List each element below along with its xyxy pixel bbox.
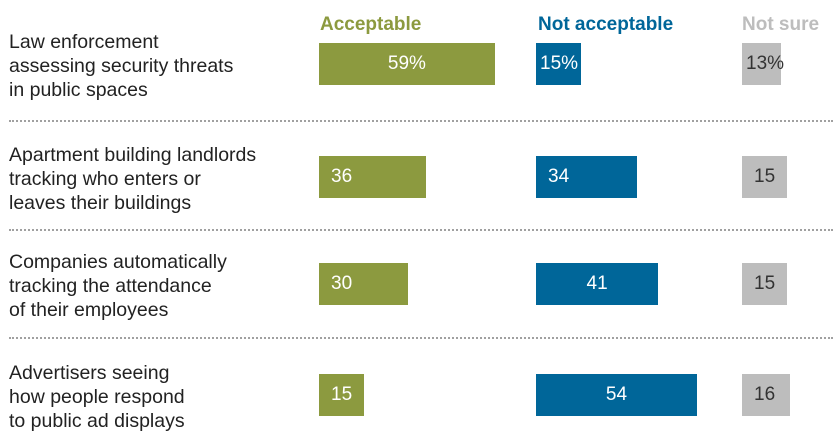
data-label: 59% <box>387 53 426 74</box>
data-label: 30 <box>331 273 353 294</box>
row-divider <box>9 120 833 122</box>
bar-acceptable: 30 <box>319 263 409 305</box>
data-label: 15 <box>754 166 776 187</box>
bar-not-sure: 13% <box>742 43 785 85</box>
bar-not-acceptable: 34 <box>536 156 638 198</box>
column-header-acceptable: Acceptable <box>320 14 422 35</box>
bar-not-sure: 15 <box>742 156 787 198</box>
column-header-not-sure: Not sure <box>742 14 820 35</box>
data-label: 36 <box>331 166 353 187</box>
data-label: 41 <box>586 273 608 294</box>
row-divider <box>9 337 833 339</box>
bar-not-sure: 15 <box>742 263 787 305</box>
data-label: 15 <box>331 384 353 405</box>
row-label: Companies automatically tracking the att… <box>9 251 227 321</box>
row-divider <box>9 229 833 231</box>
data-label: 16 <box>754 384 776 405</box>
bar-not-acceptable: 15% <box>536 43 581 85</box>
column-header-not-acceptable: Not acceptable <box>538 14 674 35</box>
bar-acceptable: 59% <box>319 43 495 85</box>
bar-acceptable: 15 <box>319 374 364 416</box>
data-label: 54 <box>605 384 628 405</box>
bar-not-acceptable: 54 <box>536 374 697 416</box>
row-label: Apartment building landlords tracking wh… <box>9 144 257 214</box>
bar-not-acceptable: 41 <box>536 263 659 305</box>
data-label: 34 <box>548 166 570 187</box>
data-label: 15% <box>540 53 579 74</box>
row-label: Advertisers seeing how people respond to… <box>9 362 185 432</box>
bar-not-sure: 16 <box>742 374 790 416</box>
data-label: 15 <box>754 273 776 294</box>
bar-acceptable: 36 <box>319 156 427 198</box>
data-label: 13% <box>746 53 785 74</box>
row-label: Law enforcement assessing security threa… <box>9 31 234 101</box>
